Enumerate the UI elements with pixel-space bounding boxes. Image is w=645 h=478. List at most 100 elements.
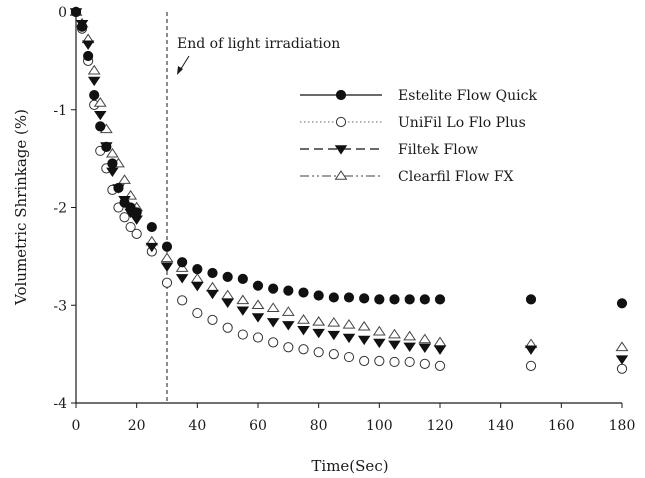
data-point bbox=[87, 76, 101, 87]
data-point bbox=[434, 294, 446, 305]
data-point bbox=[388, 340, 401, 351]
data-point bbox=[221, 289, 235, 300]
data-point bbox=[418, 333, 432, 344]
data-point bbox=[119, 212, 130, 223]
data-point bbox=[161, 241, 173, 252]
legend-label: Estelite Flow Quick bbox=[398, 88, 537, 104]
data-point bbox=[206, 281, 219, 292]
data-point bbox=[266, 318, 280, 328]
data-point bbox=[190, 273, 204, 283]
data-point bbox=[281, 306, 295, 316]
data-point bbox=[177, 257, 188, 268]
data-point bbox=[312, 328, 325, 339]
data-point bbox=[615, 341, 629, 352]
x-tick-label: 120 bbox=[427, 418, 454, 434]
data-point bbox=[131, 207, 142, 218]
data-point bbox=[268, 337, 279, 348]
data-point bbox=[160, 262, 174, 272]
data-point bbox=[359, 293, 370, 304]
x-tick-label: 180 bbox=[609, 418, 636, 434]
data-point bbox=[95, 121, 106, 132]
data-point bbox=[236, 306, 250, 316]
legend-label: Clearfil Flow FX bbox=[398, 169, 514, 185]
x-axis-title: Time(Sec) bbox=[311, 457, 388, 475]
irradiation-end-arrowhead bbox=[177, 66, 183, 75]
irradiation-end-label: End of light irradiation bbox=[177, 36, 340, 52]
data-point bbox=[93, 97, 107, 107]
legend-label: Filtek Flow bbox=[398, 142, 478, 158]
data-point bbox=[342, 318, 356, 329]
data-point bbox=[524, 345, 538, 355]
data-point bbox=[313, 347, 324, 358]
data-point bbox=[221, 298, 234, 308]
data-point bbox=[252, 332, 264, 343]
y-tick-label: -2 bbox=[53, 201, 67, 217]
x-tick-label: 100 bbox=[366, 418, 393, 434]
y-tick-label: -1 bbox=[53, 103, 67, 119]
data-point bbox=[237, 273, 248, 284]
data-point bbox=[76, 21, 88, 32]
data-point bbox=[433, 336, 447, 347]
legend-marker bbox=[334, 145, 348, 155]
data-point bbox=[177, 295, 188, 306]
legend-entry: Clearfil Flow FX bbox=[300, 169, 514, 185]
data-point bbox=[266, 302, 280, 312]
data-point bbox=[297, 314, 310, 324]
series-unifil-lo-flo-plus bbox=[70, 6, 628, 374]
data-point bbox=[373, 338, 386, 349]
data-point bbox=[403, 330, 417, 341]
data-point bbox=[403, 342, 416, 352]
data-point bbox=[419, 294, 430, 305]
data-point bbox=[283, 342, 294, 353]
legend-entry: Estelite Flow Quick bbox=[300, 88, 537, 104]
annotation-layer: End of light irradiation bbox=[166, 12, 340, 403]
legend-marker bbox=[335, 116, 347, 128]
legend: Estelite Flow Quick UniFil Lo Flo Plus Fil… bbox=[300, 88, 537, 185]
data-point bbox=[107, 158, 118, 169]
data-point bbox=[87, 64, 101, 75]
data-point bbox=[113, 182, 124, 194]
legend-entry: UniFil Lo Flo Plus bbox=[300, 115, 526, 131]
series-estelite-flow-quick bbox=[70, 6, 628, 309]
data-point bbox=[389, 294, 400, 305]
data-point bbox=[192, 307, 203, 319]
data-point bbox=[328, 349, 339, 360]
data-point bbox=[251, 299, 265, 310]
data-point bbox=[328, 292, 339, 303]
data-point bbox=[94, 110, 107, 121]
data-point bbox=[615, 355, 629, 365]
data-point bbox=[89, 89, 100, 101]
series-filtek-flow bbox=[69, 8, 629, 365]
data-point bbox=[419, 358, 430, 369]
data-point bbox=[616, 298, 628, 309]
legend-entry: Filtek Flow bbox=[300, 142, 478, 158]
data-point bbox=[251, 313, 265, 323]
x-tick-label: 20 bbox=[128, 418, 146, 434]
data-point bbox=[298, 344, 309, 355]
x-tick-label: 60 bbox=[249, 418, 267, 434]
data-point bbox=[160, 252, 174, 263]
data-series-layer bbox=[69, 6, 629, 374]
data-point bbox=[343, 292, 355, 303]
data-point bbox=[434, 360, 446, 371]
data-point bbox=[404, 294, 415, 305]
data-point bbox=[237, 329, 248, 340]
data-point bbox=[192, 263, 203, 275]
data-point bbox=[146, 221, 157, 233]
data-point bbox=[374, 294, 385, 305]
y-tick-label: -3 bbox=[53, 298, 67, 314]
data-point bbox=[357, 335, 371, 346]
data-point bbox=[404, 356, 415, 368]
data-point bbox=[145, 242, 159, 253]
y-tick-label: -4 bbox=[53, 396, 67, 412]
data-point bbox=[207, 314, 218, 326]
data-point bbox=[342, 333, 356, 344]
data-point bbox=[374, 355, 385, 367]
y-tick-label: 0 bbox=[58, 5, 67, 21]
data-point bbox=[313, 290, 324, 301]
data-point bbox=[83, 50, 94, 62]
axes: 0 20 40 60 80 100 120 140 160 180 0 -1 -2 -3 -4 bbox=[53, 5, 635, 434]
data-point bbox=[161, 277, 173, 288]
data-point bbox=[222, 322, 233, 333]
